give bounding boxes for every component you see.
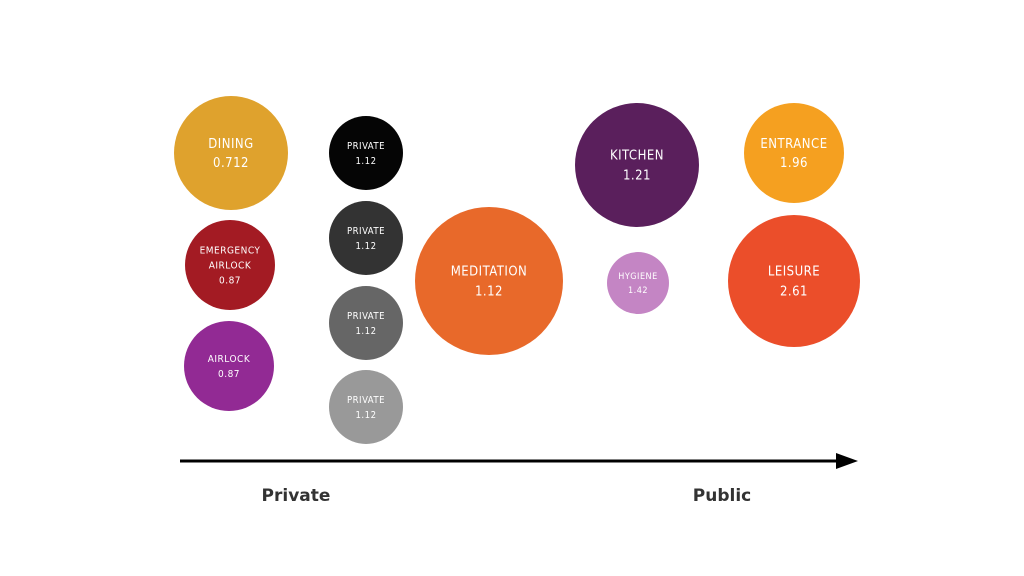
axis-label-private: Private bbox=[262, 486, 331, 506]
bubble-airlock-label: AIRLOCK bbox=[208, 354, 251, 365]
bubble-private-1-circle bbox=[329, 116, 403, 190]
bubble-emergency-airlock-value: 0.87 bbox=[219, 276, 241, 287]
bubble-kitchen-value: 1.21 bbox=[623, 169, 651, 184]
bubble-private-2-label: PRIVATE bbox=[347, 226, 385, 237]
bubbles-layer: DINING 0.712 EMERGENCY AIRLOCK 0.87 AIRLOCK 0.… bbox=[174, 96, 860, 444]
bubble-dining: DINING 0.712 bbox=[174, 96, 288, 210]
bubble-emergency-airlock-label: AIRLOCK bbox=[209, 261, 252, 272]
bubble-hygiene-circle bbox=[607, 252, 669, 314]
bubble-hygiene-value: 1.42 bbox=[628, 286, 648, 296]
bubble-kitchen-circle bbox=[575, 103, 699, 227]
bubble-private-1: PRIVATE 1.12 bbox=[329, 116, 403, 190]
axis-arrow bbox=[180, 453, 858, 469]
bubble-hygiene-label: HYGIENE bbox=[618, 272, 657, 282]
bubble-emergency-airlock-label: EMERGENCY bbox=[200, 246, 261, 257]
bubble-meditation-label: MEDITATION bbox=[451, 265, 528, 280]
bubble-leisure: LEISURE 2.61 bbox=[728, 215, 860, 347]
bubble-leisure-circle bbox=[728, 215, 860, 347]
bubble-emergency-airlock-circle bbox=[185, 220, 275, 310]
bubble-dining-value: 0.712 bbox=[213, 156, 249, 171]
bubble-private-4-circle bbox=[329, 370, 403, 444]
bubble-entrance-circle bbox=[744, 103, 844, 203]
bubble-private-4: PRIVATE 1.12 bbox=[329, 370, 403, 444]
bubble-entrance: ENTRANCE 1.96 bbox=[744, 103, 844, 203]
bubble-leisure-label: LEISURE bbox=[768, 265, 820, 280]
bubble-meditation-value: 1.12 bbox=[475, 285, 503, 300]
bubble-kitchen: KITCHEN 1.21 bbox=[575, 103, 699, 227]
bubble-dining-circle bbox=[174, 96, 288, 210]
bubble-airlock-value: 0.87 bbox=[218, 369, 240, 380]
axis-arrowhead bbox=[836, 453, 858, 469]
bubble-airlock-circle bbox=[184, 321, 274, 411]
bubble-private-1-value: 1.12 bbox=[355, 156, 376, 167]
bubble-private-4-label: PRIVATE bbox=[347, 395, 385, 406]
bubble-entrance-label: ENTRANCE bbox=[760, 137, 827, 152]
bubble-meditation-circle bbox=[415, 207, 563, 355]
bubble-private-2-value: 1.12 bbox=[355, 241, 376, 252]
bubble-emergency-airlock: EMERGENCY AIRLOCK 0.87 bbox=[185, 220, 275, 310]
bubble-hygiene: HYGIENE 1.42 bbox=[607, 252, 669, 314]
bubble-airlock: AIRLOCK 0.87 bbox=[184, 321, 274, 411]
bubble-private-2-circle bbox=[329, 201, 403, 275]
bubble-private-3: PRIVATE 1.12 bbox=[329, 286, 403, 360]
bubble-kitchen-label: KITCHEN bbox=[610, 149, 664, 164]
bubble-private-3-label: PRIVATE bbox=[347, 311, 385, 322]
bubble-private-2: PRIVATE 1.12 bbox=[329, 201, 403, 275]
bubble-private-1-label: PRIVATE bbox=[347, 141, 385, 152]
bubble-private-4-value: 1.12 bbox=[355, 410, 376, 421]
bubble-entrance-value: 1.96 bbox=[780, 156, 808, 171]
bubble-meditation: MEDITATION 1.12 bbox=[415, 207, 563, 355]
bubble-private-3-circle bbox=[329, 286, 403, 360]
bubble-private-3-value: 1.12 bbox=[355, 326, 376, 337]
axis-label-public: Public bbox=[693, 486, 751, 506]
bubble-dining-label: DINING bbox=[208, 137, 253, 152]
bubble-leisure-value: 2.61 bbox=[780, 285, 808, 300]
